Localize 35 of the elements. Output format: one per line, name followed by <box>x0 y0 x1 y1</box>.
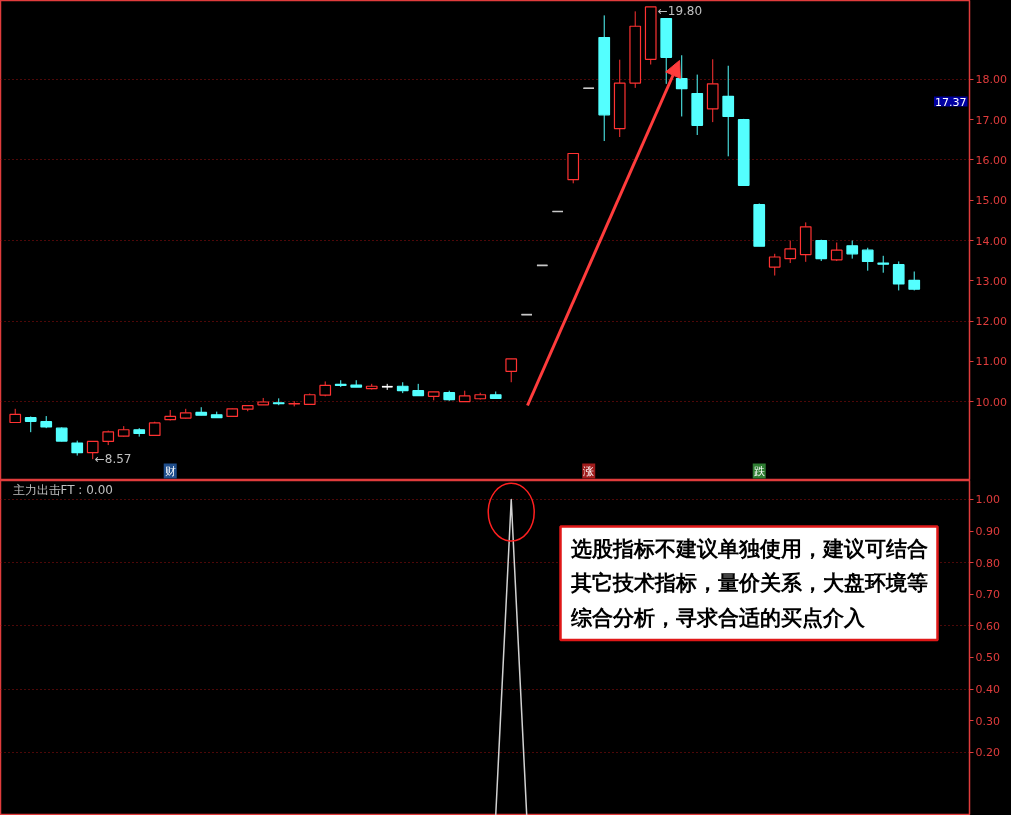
candlestick <box>675 54 688 117</box>
candlestick <box>768 253 781 277</box>
candlestick <box>830 242 843 262</box>
y-tick-label: 0.90 <box>975 525 1000 539</box>
y-tick-label: 16.00 <box>975 153 1007 167</box>
y-tick-label: 18.00 <box>975 73 1007 87</box>
x-tick-label: 财 <box>164 464 176 478</box>
y-tick-label: 17.00 <box>975 113 1007 127</box>
y-tick-label: 13.00 <box>975 274 1007 288</box>
candlestick <box>861 247 874 272</box>
y-tick-label: 10.00 <box>975 395 1007 409</box>
x-tick-label: 跌 <box>753 464 765 478</box>
text: 17.37 <box>935 95 967 109</box>
y-tick-label: 15.00 <box>975 194 1007 208</box>
y-tick-label: 14.00 <box>975 234 1007 248</box>
annotation: 选股指标不建议单独使用，建议可结合其它技术指标，量价关系，大盘环境等综合分析，寻求合适的买点介入 <box>569 536 928 631</box>
x-tick-label: 涨 <box>583 464 595 478</box>
y-tick-label: 0.20 <box>975 746 1000 760</box>
candlestick <box>784 240 797 264</box>
y-tick-label: 12.00 <box>975 315 1007 329</box>
chart-title: 主力出击FT : 0.00 <box>12 482 113 497</box>
y-tick-label: 0.40 <box>975 683 1000 697</box>
y-tick-label: 0.60 <box>975 619 1000 633</box>
candlestick <box>722 65 735 157</box>
y-tick-label: 0.50 <box>975 651 1000 665</box>
candlestick <box>505 358 518 383</box>
annotation: ←8.57 <box>94 452 132 467</box>
candlestick <box>846 240 859 260</box>
y-tick-label: 0.70 <box>975 588 1000 602</box>
y-tick-label: 0.80 <box>975 556 1000 570</box>
y-tick-label: 1.00 <box>975 493 1000 507</box>
y-tick-label: 0.30 <box>975 714 1000 728</box>
annotation: ←19.80 <box>657 3 703 18</box>
y-tick-label: 11.00 <box>975 355 1007 369</box>
candlestick <box>892 260 905 291</box>
